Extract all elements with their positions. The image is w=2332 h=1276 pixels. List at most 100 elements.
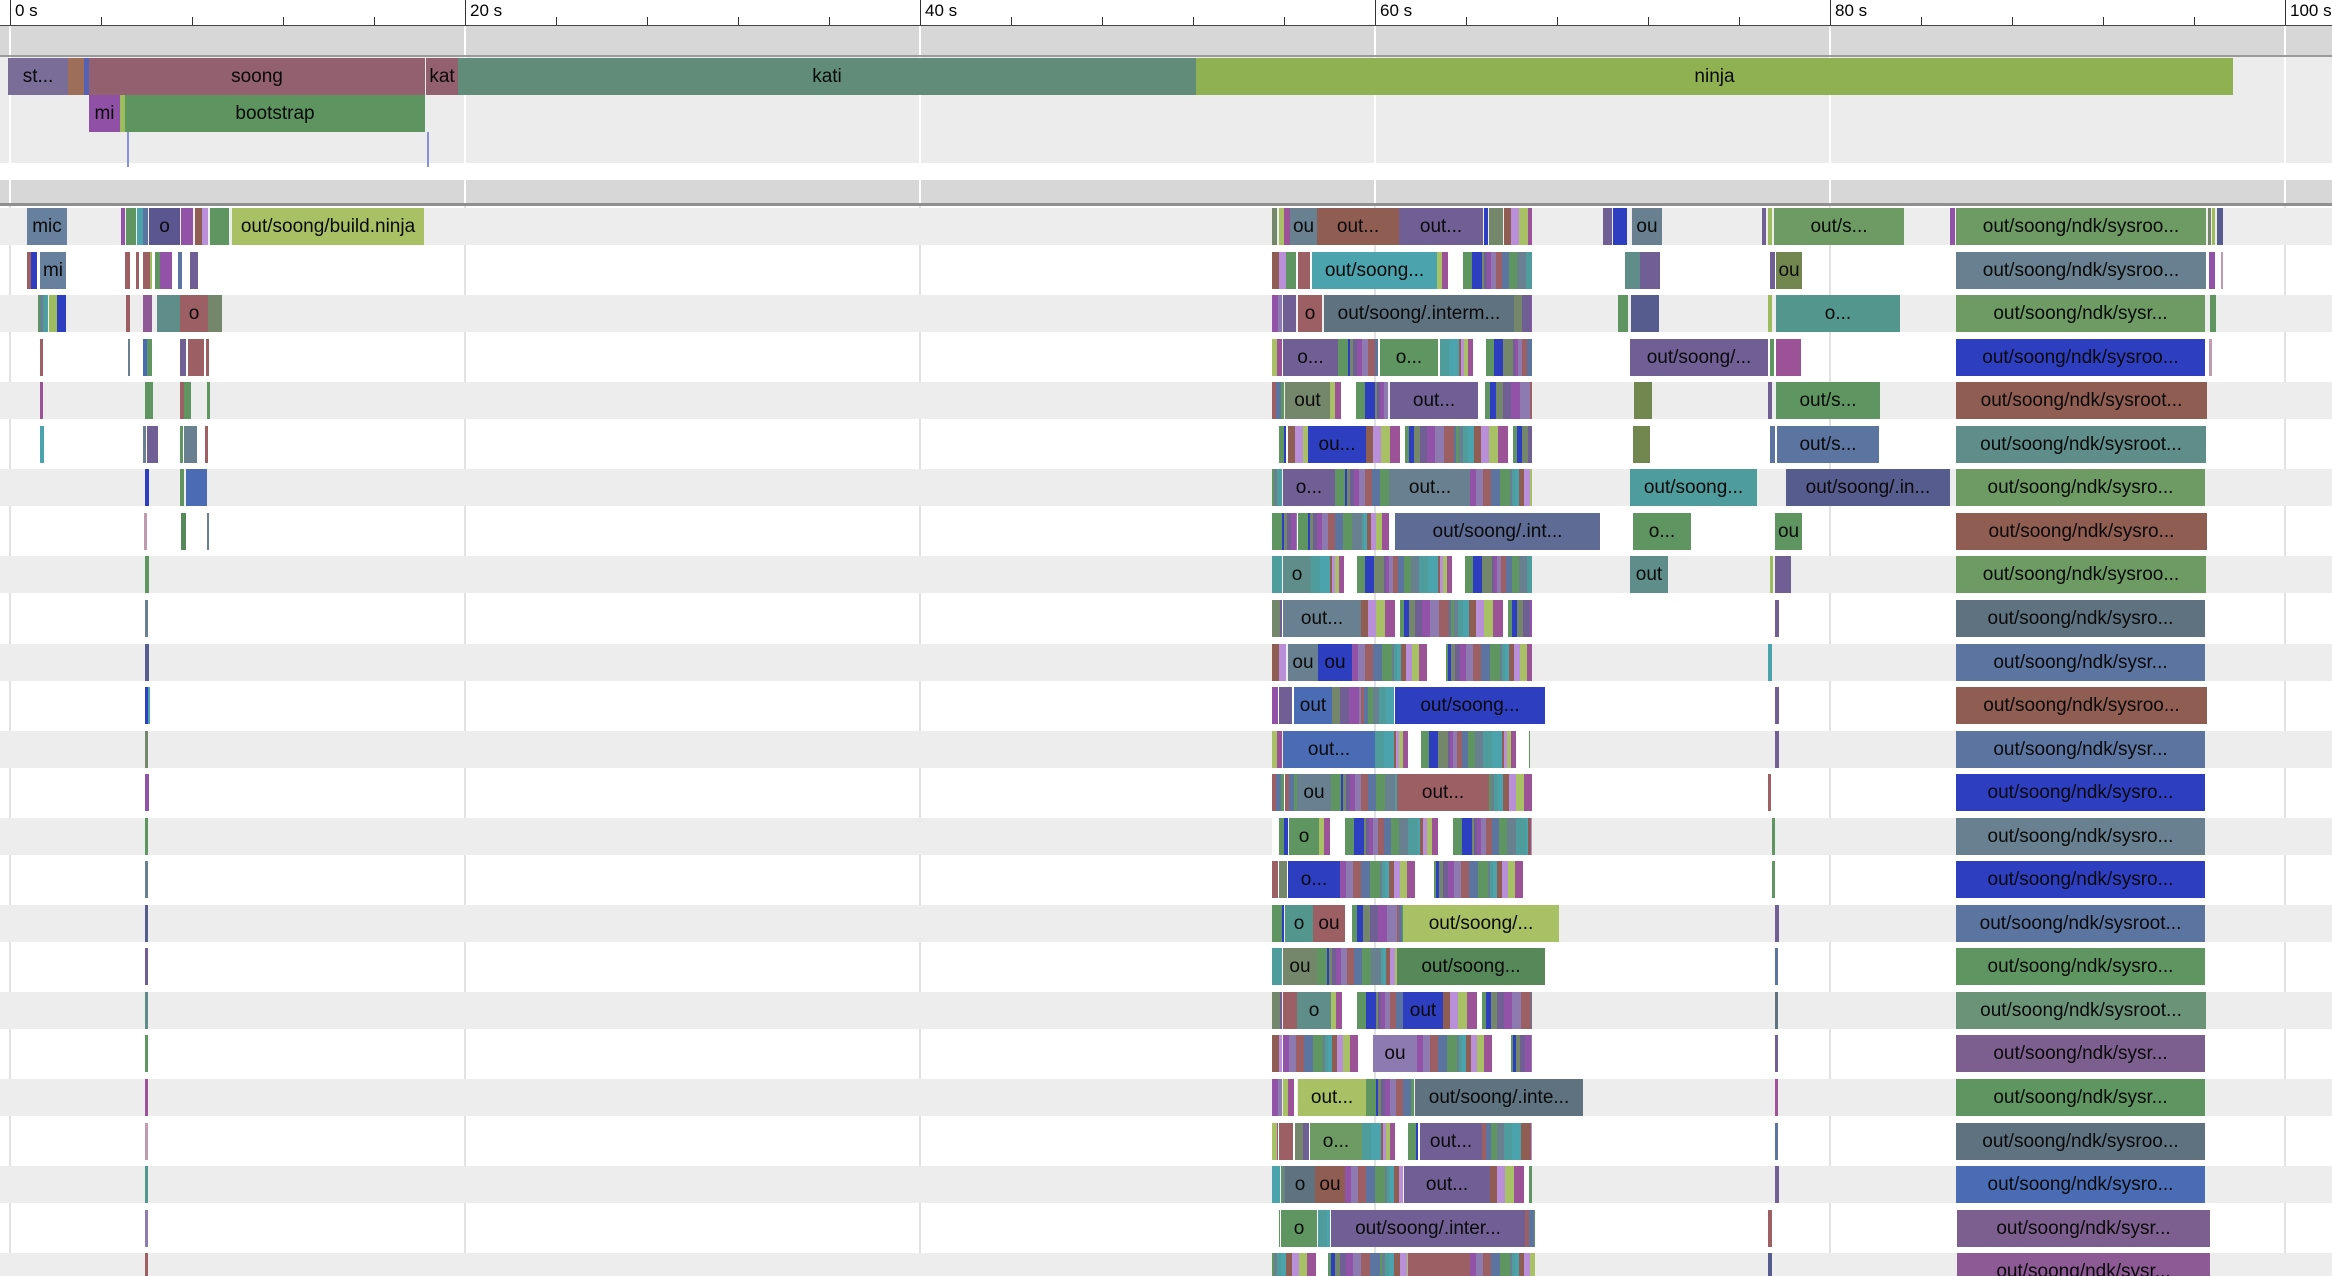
trace-slice[interactable] xyxy=(1775,730,1779,768)
trace-slice[interactable] xyxy=(126,295,130,333)
trace-slice[interactable]: bootstrap xyxy=(125,95,425,132)
trace-slice[interactable] xyxy=(148,687,150,725)
trace-slice[interactable]: o... xyxy=(1310,1122,1362,1160)
slice-cluster[interactable] xyxy=(1283,1079,1297,1116)
trace-slice[interactable] xyxy=(2208,208,2211,245)
slice-cluster[interactable] xyxy=(1366,1079,1414,1116)
trace-slice[interactable] xyxy=(126,208,136,245)
trace-slice[interactable] xyxy=(1770,425,1775,463)
trace-slice[interactable] xyxy=(145,730,148,768)
trace-slice[interactable]: out/soong/ndk/sysr... xyxy=(1956,643,2205,681)
slice-cluster[interactable] xyxy=(1490,1166,1532,1204)
trace-slice[interactable] xyxy=(2210,295,2216,333)
trace-slice[interactable]: o xyxy=(149,208,180,245)
trace-slice[interactable] xyxy=(1775,1166,1779,1204)
trace-slice[interactable]: o xyxy=(1298,295,1322,333)
trace-slice[interactable]: out/soong/ndk/sysroo... xyxy=(1956,338,2205,376)
trace-slice[interactable]: out xyxy=(1285,382,1330,420)
trace-slice[interactable] xyxy=(2217,208,2223,245)
trace-slice[interactable]: out/soong/ndk/sysroo... xyxy=(1956,1122,2205,1160)
trace-slice[interactable] xyxy=(145,1122,148,1160)
slice-cluster[interactable] xyxy=(1417,1035,1532,1073)
trace-slice[interactable]: mi xyxy=(40,251,66,289)
trace-slice[interactable] xyxy=(160,251,172,289)
slice-cluster[interactable] xyxy=(1281,1166,1285,1204)
trace-slice[interactable] xyxy=(1768,208,1772,245)
trace-slice[interactable]: out/soong/build.ninja xyxy=(232,208,424,245)
trace-slice[interactable] xyxy=(1279,687,1292,725)
trace-slice[interactable]: ou... xyxy=(1308,425,1366,463)
slice-cluster[interactable] xyxy=(1272,556,1282,594)
trace-slice[interactable] xyxy=(1613,208,1627,245)
trace-slice[interactable] xyxy=(2209,338,2212,376)
trace-slice[interactable] xyxy=(145,817,148,855)
trace-slice[interactable] xyxy=(1775,904,1779,942)
trace-slice[interactable] xyxy=(145,643,149,681)
slice-cluster[interactable] xyxy=(1317,948,1397,986)
trace-slice[interactable] xyxy=(1772,817,1775,855)
slice-cluster[interactable] xyxy=(1272,817,1288,855)
trace-slice[interactable] xyxy=(1770,338,1774,376)
trace-slice[interactable]: out/soong/ndk/sysr... xyxy=(1956,295,2205,333)
trace-slice[interactable]: out/soong/ndk/sysroo... xyxy=(1956,251,2206,289)
trace-slice[interactable]: out/soong... xyxy=(1630,469,1757,507)
trace-slice[interactable]: o xyxy=(1297,991,1331,1029)
trace-slice[interactable] xyxy=(145,1079,148,1116)
slice-cluster[interactable] xyxy=(1318,1209,1330,1247)
trace-slice[interactable]: o... xyxy=(1283,469,1335,507)
timeline-ruler[interactable]: 0 s 20 s 40 s 60 s 80 s 100 s xyxy=(0,0,2332,26)
trace-slice[interactable]: out... xyxy=(1397,774,1489,812)
trace-slice[interactable]: out/soong/ndk/sysr... xyxy=(1956,730,2205,768)
trace-slice[interactable]: out/soong... xyxy=(1397,948,1545,986)
trace-slice[interactable]: out/soong/.interm... xyxy=(1324,295,1514,333)
slice-cluster[interactable] xyxy=(38,295,48,333)
trace-slice[interactable]: ou xyxy=(1373,1035,1417,1073)
trace-slice[interactable]: ou xyxy=(1315,1166,1345,1204)
trace-slice[interactable]: out/soong/ndk/sysro... xyxy=(1956,512,2207,550)
trace-slice[interactable]: ou xyxy=(1318,643,1352,681)
trace-slice[interactable] xyxy=(136,251,139,289)
slice-cluster[interactable] xyxy=(1272,599,1282,637)
trace-slice[interactable]: out... xyxy=(1390,469,1470,507)
trace-slice[interactable] xyxy=(1272,1166,1280,1204)
trace-slice[interactable]: out/soong/ndk/sysroo... xyxy=(1956,556,2206,594)
trace-slice[interactable] xyxy=(1768,295,1772,333)
trace-slice[interactable]: out/soong/ndk/sysr... xyxy=(1957,1209,2210,1247)
trace-slice[interactable] xyxy=(1279,1122,1293,1160)
trace-slice[interactable]: out xyxy=(1403,991,1443,1029)
trace-slice[interactable] xyxy=(1950,208,1955,245)
trace-slice[interactable]: o xyxy=(180,295,208,333)
trace-slice[interactable] xyxy=(40,425,44,463)
trace-slice[interactable] xyxy=(205,425,208,463)
trace-slice[interactable] xyxy=(125,251,130,289)
trace-slice[interactable]: out/soong/ndk/sysroo... xyxy=(1956,687,2207,725)
trace-slice[interactable] xyxy=(1775,1079,1778,1116)
trace-slice[interactable] xyxy=(1762,208,1766,245)
trace-slice[interactable] xyxy=(2209,251,2215,289)
slice-cluster[interactable] xyxy=(1272,512,1297,550)
trace-slice[interactable]: out xyxy=(1294,687,1332,725)
trace-slice[interactable] xyxy=(1768,382,1772,420)
trace-slice[interactable] xyxy=(147,425,158,463)
trace-slice[interactable] xyxy=(180,382,184,420)
trace-slice[interactable]: out... xyxy=(1399,208,1483,245)
trace-slice[interactable] xyxy=(145,948,148,986)
trace-slice[interactable] xyxy=(1603,208,1612,245)
slice-cluster[interactable] xyxy=(1332,687,1394,725)
slice-cluster[interactable] xyxy=(1295,1122,1309,1160)
trace-slice[interactable] xyxy=(68,58,84,95)
slice-cluster[interactable] xyxy=(1272,251,1286,289)
trace-slice[interactable]: ou xyxy=(1632,208,1662,245)
trace-slice[interactable] xyxy=(188,338,204,376)
trace-slice[interactable] xyxy=(1640,251,1660,289)
trace-slice[interactable] xyxy=(137,208,143,245)
slice-cluster[interactable] xyxy=(1331,991,1403,1029)
slice-cluster[interactable] xyxy=(1482,1122,1532,1160)
slice-cluster[interactable] xyxy=(1478,382,1532,420)
trace-slice[interactable]: kati xyxy=(458,58,1196,95)
slice-cluster[interactable] xyxy=(1340,861,1532,899)
slice-cluster[interactable] xyxy=(1330,382,1388,420)
trace-slice[interactable] xyxy=(121,208,125,245)
trace-slice[interactable] xyxy=(186,469,207,507)
slice-cluster[interactable] xyxy=(1375,730,1530,768)
